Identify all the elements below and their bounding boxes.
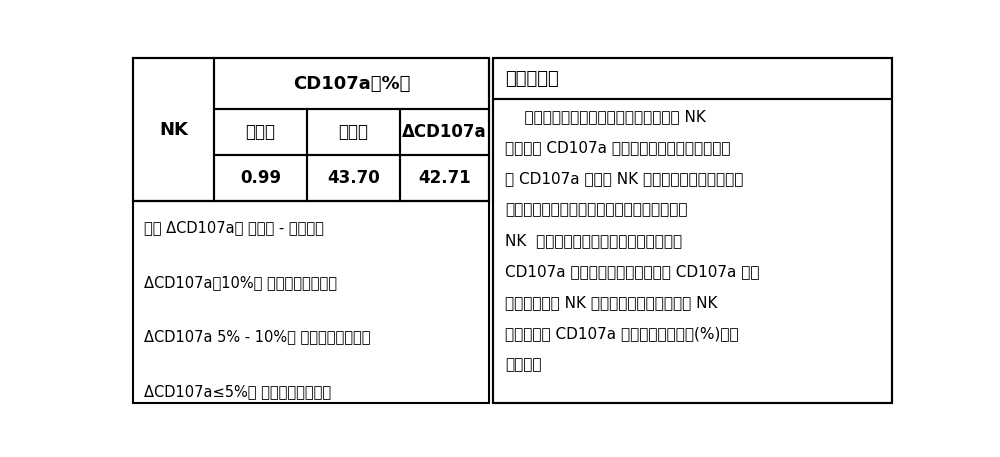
- Text: 本实验通过流式细胞术检测送棃样品中 NK: 本实验通过流式细胞术检测送棃样品中 NK: [505, 109, 706, 124]
- Text: ΔCD107a 5% - 10%： 脉颗粒功能异常；: ΔCD107a 5% - 10%： 脉颗粒功能异常；: [144, 329, 371, 344]
- Text: 细胞中，以 CD107a 阳性细胞的百分率(%)来表: 细胞中，以 CD107a 阳性细胞的百分率(%)来表: [505, 326, 738, 341]
- Text: ΔCD107a≤5%： 脉颗粒功能缺降。: ΔCD107a≤5%： 脉颗粒功能缺降。: [144, 384, 332, 399]
- Bar: [307, 109, 400, 155]
- Bar: [214, 58, 489, 109]
- Bar: [493, 99, 892, 403]
- Text: NK: NK: [159, 121, 188, 138]
- Text: CD107a 分子，在流式结果上显示 CD107a 阳性: CD107a 分子，在流式结果上显示 CD107a 阳性: [505, 264, 759, 279]
- Text: 示结果。: 示结果。: [505, 357, 541, 372]
- Bar: [133, 201, 489, 403]
- Bar: [400, 155, 489, 201]
- Bar: [400, 109, 489, 155]
- Bar: [214, 155, 307, 201]
- Text: ΔCD107a＞10%： 脉颗粒功能正常；: ΔCD107a＞10%： 脉颗粒功能正常；: [144, 275, 337, 290]
- Text: 注： ΔCD107a＝ 刺激后 - 刺激前；: 注： ΔCD107a＝ 刺激后 - 刺激前；: [144, 220, 324, 235]
- Bar: [307, 155, 400, 201]
- Text: NK  细胞中的一部分亚群经刺激后可表达: NK 细胞中的一部分亚群经刺激后可表达: [505, 233, 682, 248]
- Text: 刺激前: 刺激前: [246, 123, 276, 141]
- Text: 映此细胞是否存在脉颗粒功能的缺降或异常。: 映此细胞是否存在脉颗粒功能的缺降或异常。: [505, 202, 687, 217]
- Bar: [214, 109, 307, 155]
- Bar: [133, 58, 214, 201]
- Text: 43.70: 43.70: [327, 169, 380, 187]
- Text: 刺激后: 刺激后: [339, 123, 369, 141]
- Bar: [133, 58, 489, 201]
- Text: 后 CD107a 分子在 NK 细胞膜上的增加幅度可反: 后 CD107a 分子在 NK 细胞膜上的增加幅度可反: [505, 171, 743, 186]
- Bar: [493, 58, 892, 99]
- Text: 42.71: 42.71: [418, 169, 471, 187]
- Text: 0.99: 0.99: [240, 169, 281, 187]
- Text: ΔCD107a: ΔCD107a: [402, 123, 487, 141]
- Text: 数据分析：: 数据分析：: [505, 69, 558, 88]
- Text: 细胞膜上 CD107a 分子的表达。送棃样品经刺激: 细胞膜上 CD107a 分子的表达。送棃样品经刺激: [505, 140, 730, 155]
- Text: 和阴性表达的 NK 细胞分群明显，因此，在 NK: 和阴性表达的 NK 细胞分群明显，因此，在 NK: [505, 295, 717, 310]
- Text: CD107a（%）: CD107a（%）: [293, 75, 410, 93]
- Bar: [493, 58, 892, 403]
